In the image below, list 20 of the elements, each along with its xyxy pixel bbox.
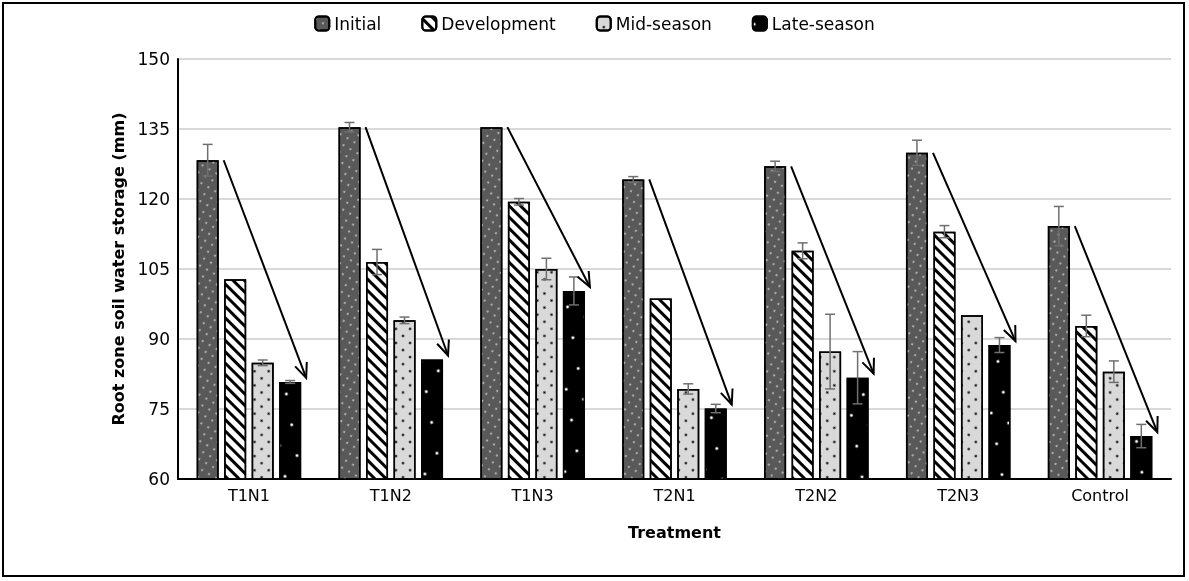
y-axis-title: Root zone soil water storage (mm) [109, 112, 129, 426]
x-tick-label: T2N3 [936, 485, 980, 505]
x-tick-label: T2N1 [652, 485, 696, 505]
x-tick-label: Control [1071, 485, 1129, 505]
x-tick-label: T1N3 [510, 485, 554, 505]
legend-label: Late-season [771, 13, 875, 34]
legend-label: Mid-season [615, 13, 712, 34]
y-tick-label: 90 [148, 329, 170, 349]
x-axis-title: Treatment [628, 522, 722, 542]
x-tick-label: T2N2 [794, 485, 838, 505]
y-tick-label: 105 [137, 259, 170, 279]
y-tick-label: 135 [137, 119, 170, 139]
y-tick-label: 120 [137, 189, 170, 209]
y-tick-label: 150 [137, 49, 170, 69]
legend-label: Development [441, 13, 557, 34]
legend-label: Initial [334, 13, 382, 34]
y-tick-label: 60 [148, 469, 170, 489]
y-tick-label: 75 [148, 399, 170, 419]
x-tick-label: T1N1 [226, 485, 270, 505]
x-tick-label: T1N2 [368, 485, 412, 505]
